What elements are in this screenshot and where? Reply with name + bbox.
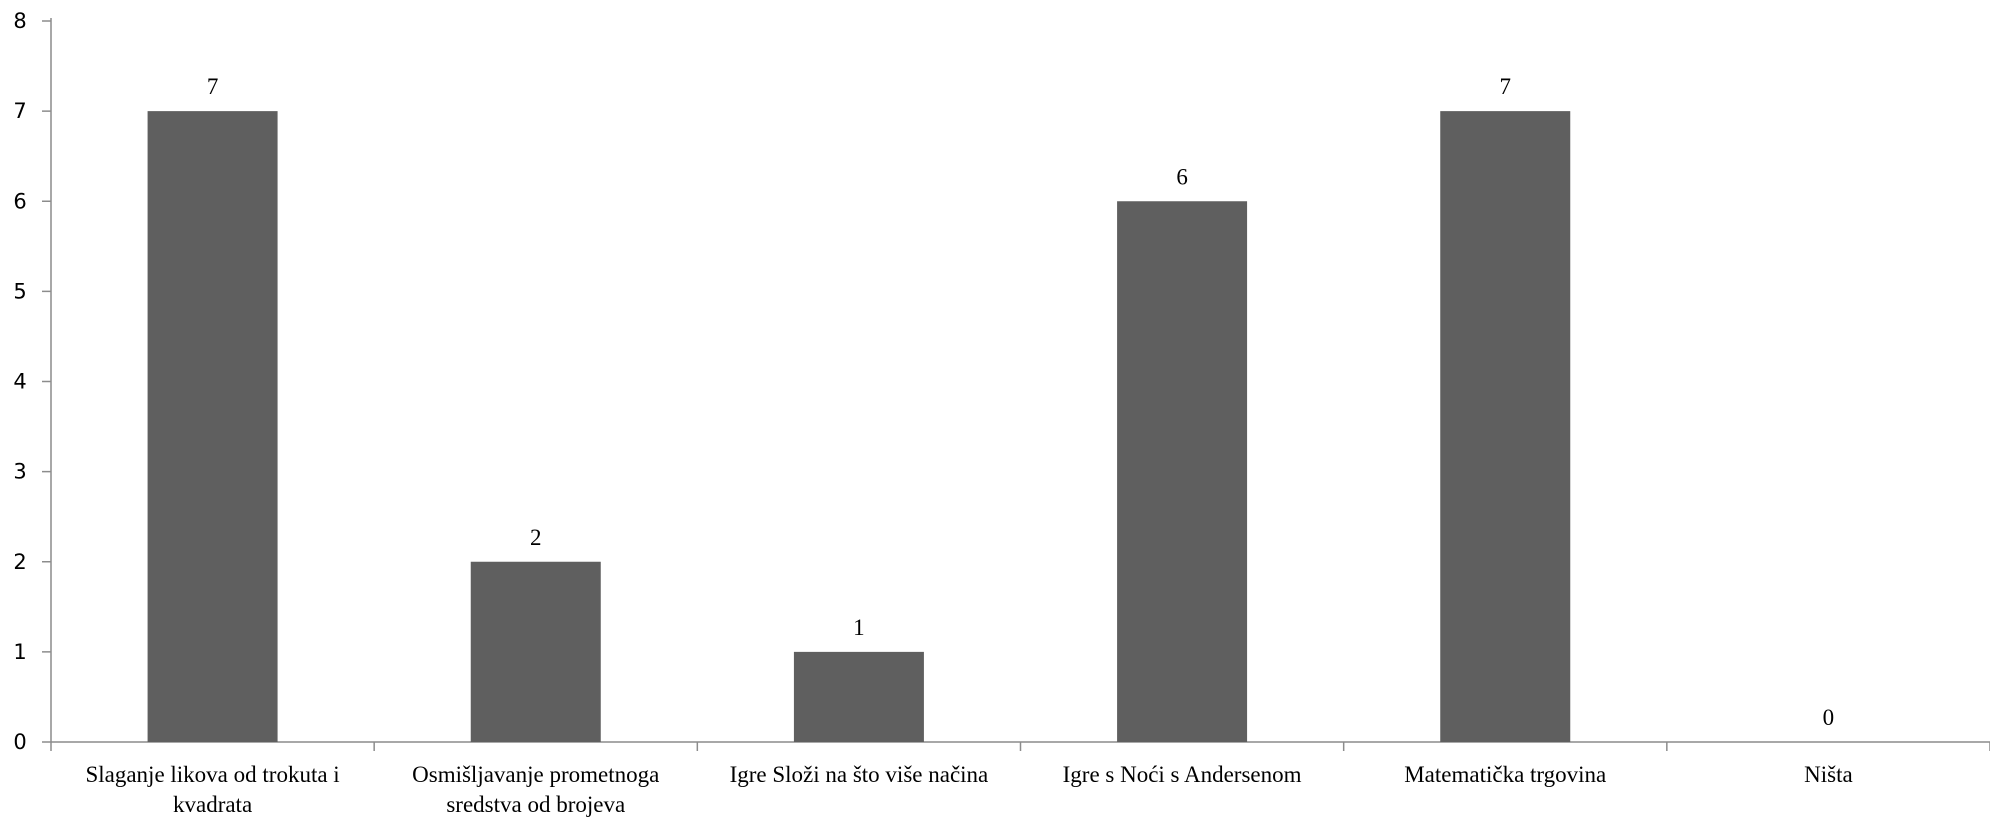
- y-tick-label: 6: [13, 189, 26, 213]
- bar: [470, 561, 601, 742]
- y-tick-label: 5: [13, 279, 26, 303]
- x-axis: [50, 741, 1990, 751]
- category-label-line: Slaganje likova od trokuta i: [85, 762, 339, 787]
- bar: [1117, 201, 1248, 742]
- data-label: 2: [530, 525, 542, 550]
- data-label: 0: [1823, 705, 1835, 730]
- category-label-line: sredstva od brojeva: [446, 792, 625, 817]
- y-tick-label: 4: [13, 370, 26, 394]
- data-labels: 7 2 1 6 7 0: [207, 74, 1834, 730]
- y-tick-label: 7: [13, 99, 26, 123]
- data-label: 7: [1500, 74, 1512, 99]
- bar: [793, 651, 924, 742]
- category-label: Matematička trgovina: [1404, 762, 1606, 787]
- data-label: 6: [1176, 164, 1188, 189]
- category-label: Igre Složi na što više načina: [730, 762, 989, 787]
- category-label-line: Igre Složi na što više načina: [730, 762, 989, 787]
- bar: [147, 111, 278, 742]
- data-label: 7: [207, 74, 219, 99]
- y-tick-label: 3: [13, 460, 26, 484]
- category-label-line: Igre s Noći s Andersenom: [1063, 762, 1302, 787]
- bars: [147, 111, 1571, 742]
- category-label: Slaganje likova od trokuta i kvadrata: [85, 762, 339, 817]
- category-label-line: kvadrata: [173, 792, 252, 817]
- bar: [1440, 111, 1571, 742]
- y-axis: 0 1 2 3 4 5 6 7 8: [13, 9, 52, 754]
- data-label: 1: [853, 615, 865, 640]
- y-tick-label: 8: [13, 9, 26, 33]
- y-tick-label: 0: [13, 730, 26, 754]
- category-label-line: Osmišljavanje prometnoga: [412, 762, 659, 787]
- category-label: Osmišljavanje prometnoga sredstva od broj…: [412, 762, 659, 817]
- category-label: Igre s Noći s Andersenom: [1063, 762, 1302, 787]
- y-tick-label: 2: [13, 550, 26, 574]
- y-tick-label: 1: [13, 640, 26, 664]
- category-label-line: Matematička trgovina: [1404, 762, 1606, 787]
- category-label-line: Ništa: [1804, 762, 1853, 787]
- category-labels: Slaganje likova od trokuta i kvadrata Osmi…: [85, 762, 1852, 817]
- category-label: Ništa: [1804, 762, 1853, 787]
